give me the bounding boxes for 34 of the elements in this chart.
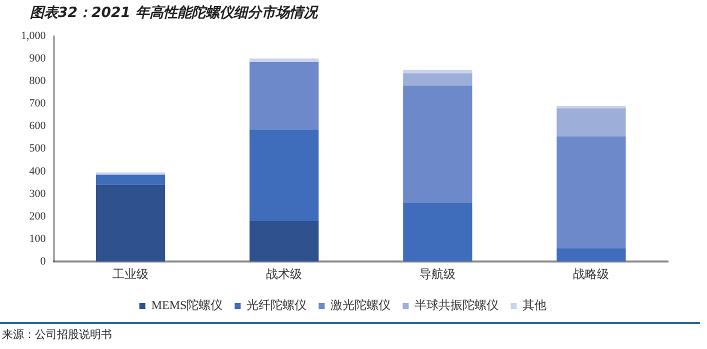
y-tick-label: 400 [29, 165, 46, 178]
bar [556, 108, 626, 136]
y-tick-label: 0 [40, 255, 46, 268]
y-tick-label: 1,000 [21, 30, 46, 42]
bar [250, 220, 319, 262]
y-tick-label: 900 [29, 52, 46, 64]
y-tick-label: 600 [29, 120, 46, 132]
bar [403, 86, 472, 203]
bar [96, 184, 166, 262]
bar [556, 248, 626, 262]
bar [403, 202, 472, 262]
y-tick-label: 800 [29, 75, 46, 88]
legend-label: 半球共振陀螺仪 [414, 298, 499, 312]
x-tick-label: 战术级 [266, 266, 302, 281]
x-tick-label: 战略级 [573, 266, 610, 281]
y-tick-label: 200 [29, 210, 46, 222]
legend-label: 光纤陀螺仪 [246, 298, 307, 312]
bar [250, 130, 319, 221]
bar [403, 73, 472, 86]
x-tick-label: 导航级 [420, 266, 456, 281]
y-tick-label: 300 [29, 188, 46, 200]
y-tick-label: 700 [29, 98, 46, 110]
legend-label: MEMS陀螺仪 [151, 298, 223, 312]
y-tick-label: 100 [29, 232, 46, 245]
legend-label: 其他 [522, 298, 547, 312]
bar [556, 136, 626, 248]
source-note: 来源：公司招股说明书 [1, 327, 113, 342]
bar [96, 174, 166, 185]
bar [250, 62, 319, 130]
bar [250, 58, 319, 62]
chart-title: 图表32：2021 年高性能陀螺仪细分市场情况 [29, 4, 320, 23]
legend-label: 激光陀螺仪 [330, 298, 391, 312]
x-tick-label: 工业级 [112, 266, 149, 281]
y-tick-label: 500 [29, 142, 46, 155]
